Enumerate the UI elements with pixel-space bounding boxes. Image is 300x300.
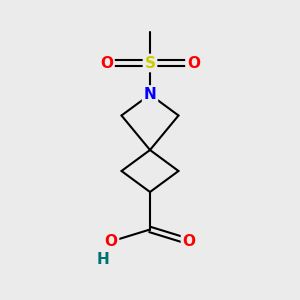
Text: O: O <box>100 56 113 70</box>
Text: O: O <box>187 56 200 70</box>
Text: N: N <box>144 87 156 102</box>
Text: S: S <box>145 56 155 70</box>
Text: O: O <box>104 234 118 249</box>
Text: H: H <box>97 252 110 267</box>
Text: O: O <box>182 234 196 249</box>
